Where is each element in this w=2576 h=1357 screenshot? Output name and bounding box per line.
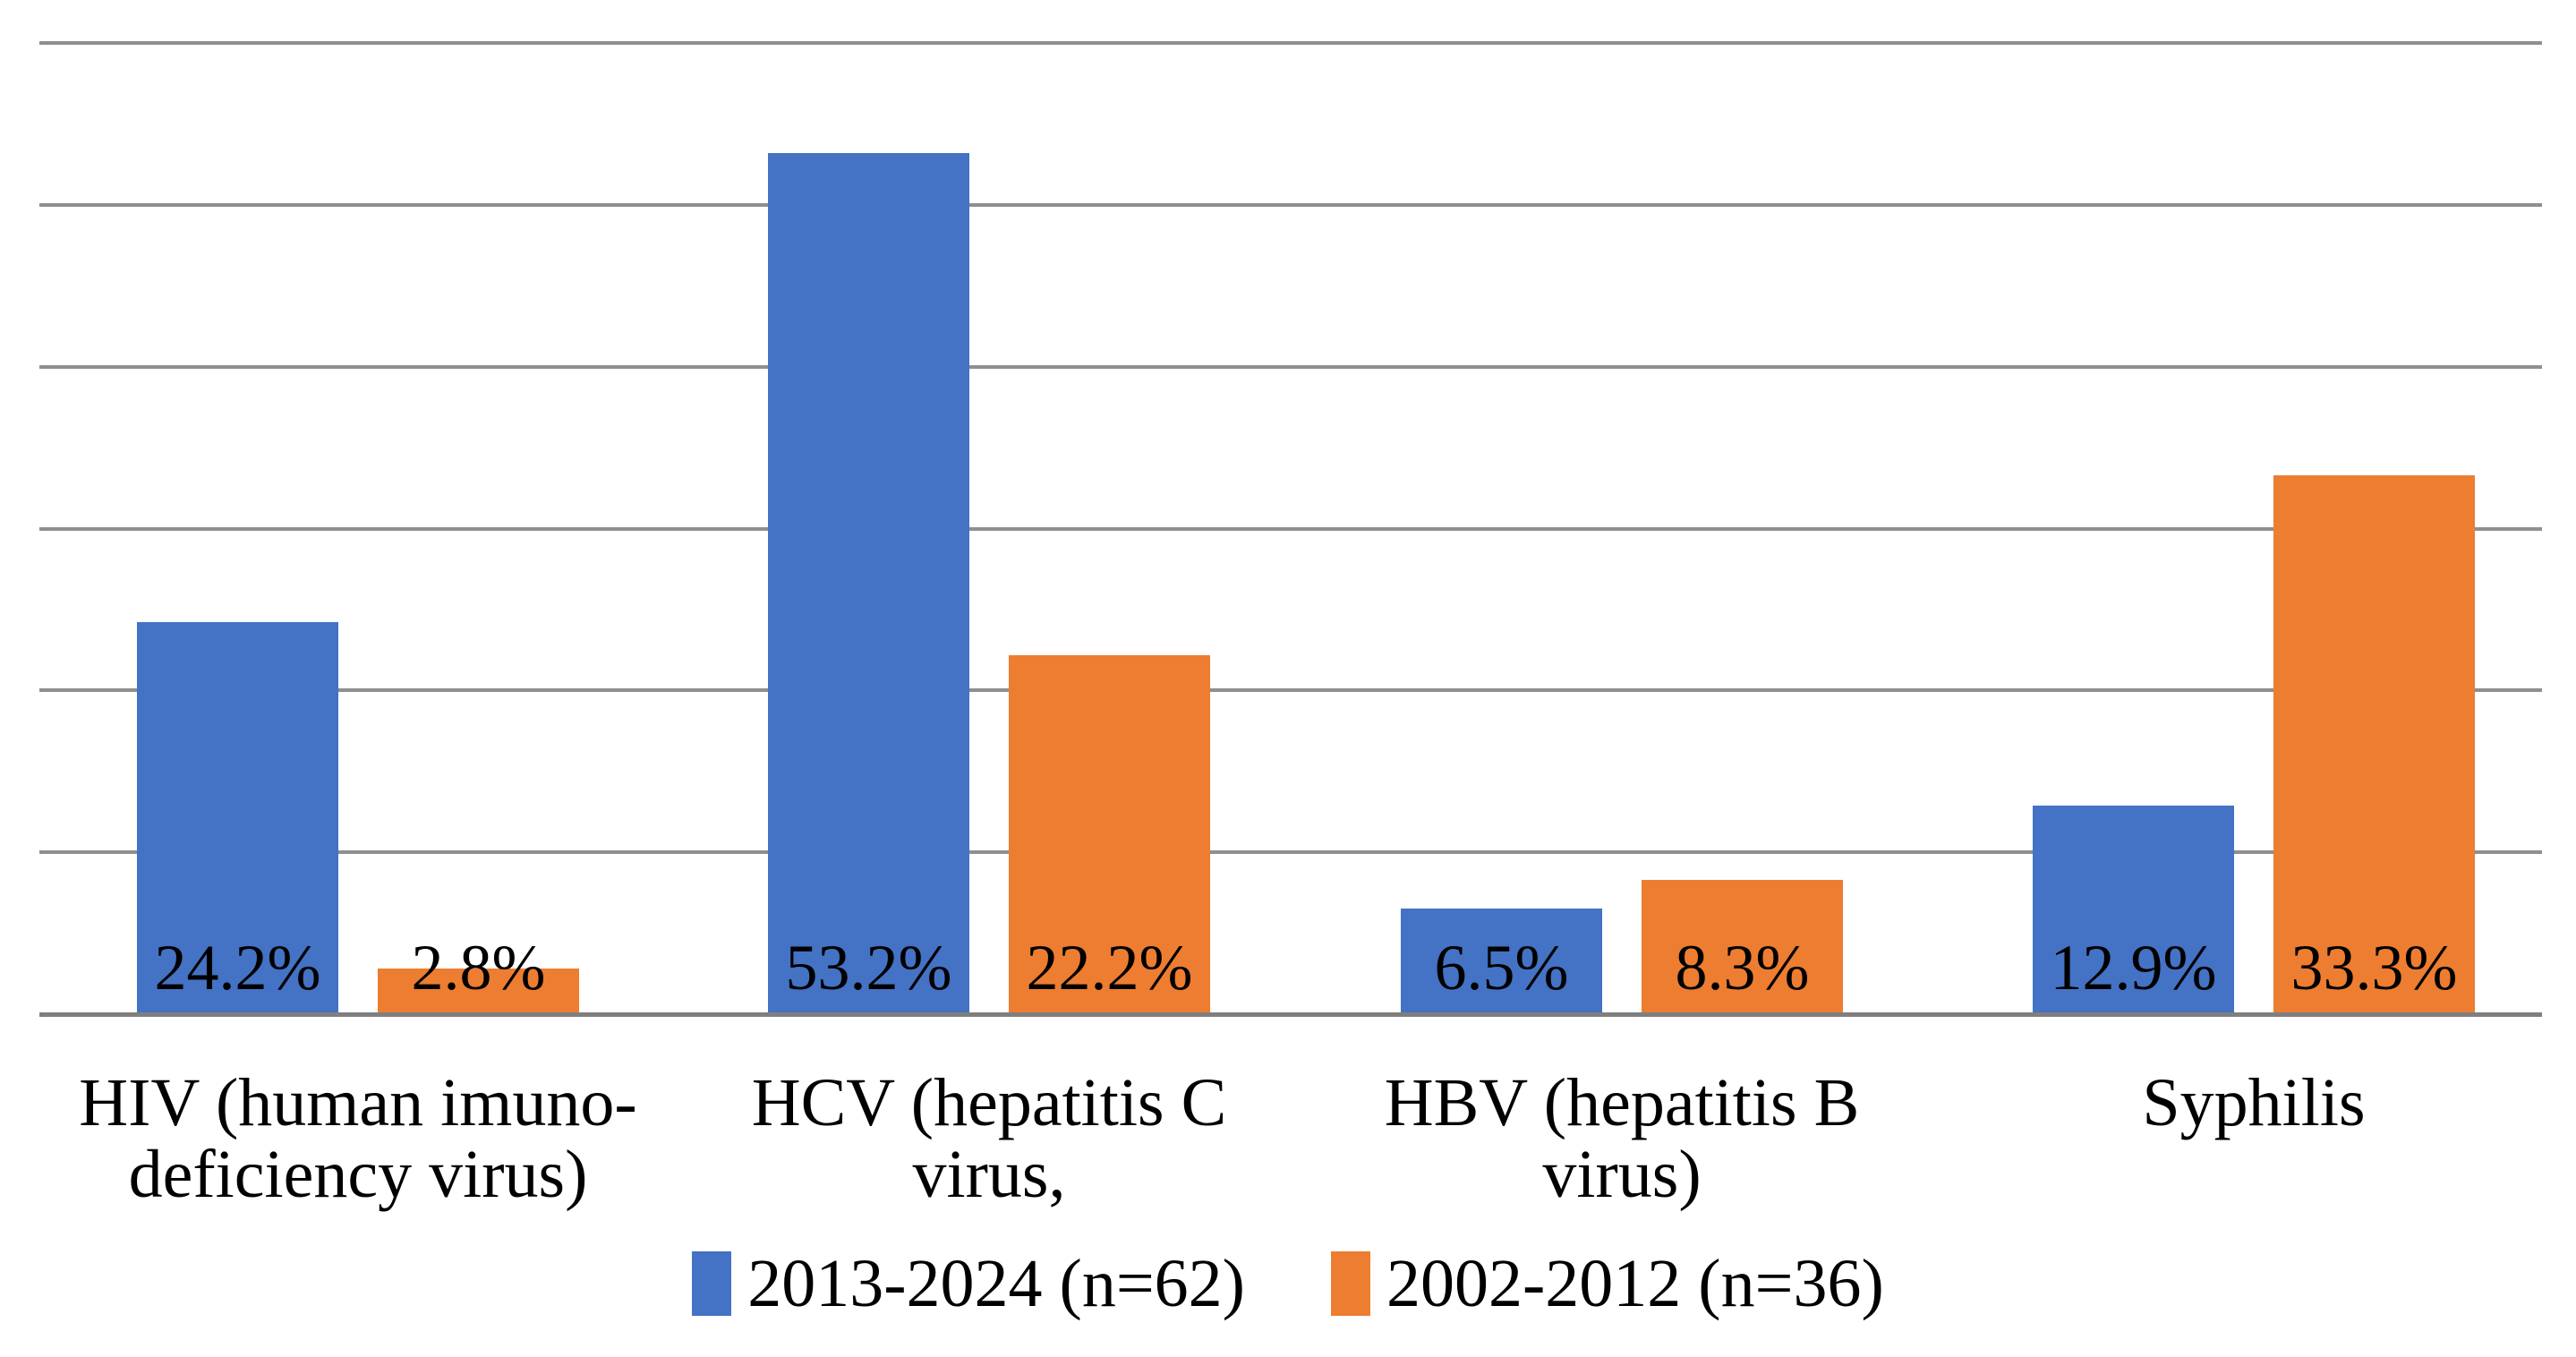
bar-data-label: 2.8% — [411, 932, 546, 1003]
legend-label: 2002-2012 (n=36) — [1386, 1246, 1884, 1321]
gridline-30-percent — [39, 527, 2542, 531]
category-label-line: deficiency virus) — [128, 1137, 588, 1212]
bar-data-label: 6.5% — [1434, 932, 1569, 1003]
bar-blue-category-1 — [768, 153, 969, 1014]
legend-label: 2013-2024 (n=62) — [747, 1246, 1245, 1321]
category-label-line: virus, — [912, 1137, 1066, 1212]
category-label-line: Syphilis — [2142, 1065, 2366, 1140]
legend-swatch-orange-icon — [1331, 1251, 1370, 1316]
bar-orange-category-1 — [1009, 655, 1210, 1014]
bar-data-label: 12.9% — [2050, 932, 2217, 1003]
bar-blue-category-2 — [1401, 909, 1602, 1014]
category-label-line: virus) — [1542, 1137, 1702, 1212]
category-label-line: HCV (hepatitis C — [751, 1065, 1227, 1140]
legend-item-2002-2012: 2002-2012 (n=36) — [1331, 1246, 1884, 1321]
bar-orange-category-2 — [1642, 880, 1843, 1014]
category-label-line: HIV (human imuno- — [79, 1065, 637, 1140]
legend-item-2013-2024: 2013-2024 (n=62) — [692, 1246, 1245, 1321]
gridline-10-percent — [39, 850, 2542, 854]
bar-data-label: 24.2% — [154, 932, 321, 1003]
x-axis-line — [39, 1012, 2542, 1017]
gridline-40-percent — [39, 365, 2542, 369]
category-label: Syphilis — [1887, 1067, 2576, 1139]
bar-orange-category-3 — [2273, 475, 2475, 1014]
category-label: HIV (human imuno-deficiency virus) — [0, 1067, 725, 1210]
bar-blue-category-3 — [2033, 806, 2234, 1014]
bar-orange-category-0 — [378, 969, 579, 1014]
category-label-line: HBV (hepatitis B — [1384, 1065, 1860, 1140]
legend: 2013-2024 (n=62) 2002-2012 (n=36) — [0, 1246, 2576, 1321]
bar-data-label: 53.2% — [785, 932, 952, 1003]
gridline-50-percent — [39, 203, 2542, 207]
legend-swatch-blue-icon — [692, 1251, 732, 1316]
gridline-20-percent — [39, 688, 2542, 692]
bar-data-label: 33.3% — [2290, 932, 2458, 1003]
bar-blue-category-0 — [137, 622, 338, 1014]
bar-data-label: 8.3% — [1675, 932, 1810, 1003]
gridline-60-percent — [39, 41, 2542, 45]
bar-data-label: 22.2% — [1026, 932, 1193, 1003]
